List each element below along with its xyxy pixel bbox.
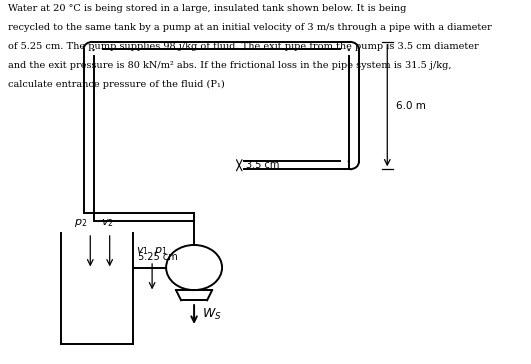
Text: calculate entrance pressure of the fluid (P₁): calculate entrance pressure of the fluid… — [8, 80, 225, 89]
Text: of 5.25 cm. The pump supplies 98 j/kg of fluid. The exit pipe from the pump is 3: of 5.25 cm. The pump supplies 98 j/kg of… — [8, 42, 479, 51]
Text: recycled to the same tank by a pump at an initial velocity of 3 m/s through a pi: recycled to the same tank by a pump at a… — [8, 23, 492, 32]
Text: 3.5 cm: 3.5 cm — [245, 160, 279, 170]
Text: $p_2$: $p_2$ — [74, 217, 87, 229]
Text: $p_1$: $p_1$ — [155, 245, 168, 257]
Text: and the exit pressure is 80 kN/m² abs. If the frictional loss in the pipe system: and the exit pressure is 80 kN/m² abs. I… — [8, 61, 452, 70]
Text: 6.0 m: 6.0 m — [396, 100, 426, 111]
Text: 5.25 cm: 5.25 cm — [138, 253, 178, 262]
Text: $W_S$: $W_S$ — [202, 307, 222, 322]
Text: $v_1$: $v_1$ — [136, 246, 149, 257]
Text: Water at 20 °C is being stored in a large, insulated tank shown below. It is bei: Water at 20 °C is being stored in a larg… — [8, 4, 407, 13]
Bar — [61, 233, 133, 344]
Text: $v_2$: $v_2$ — [101, 218, 114, 229]
